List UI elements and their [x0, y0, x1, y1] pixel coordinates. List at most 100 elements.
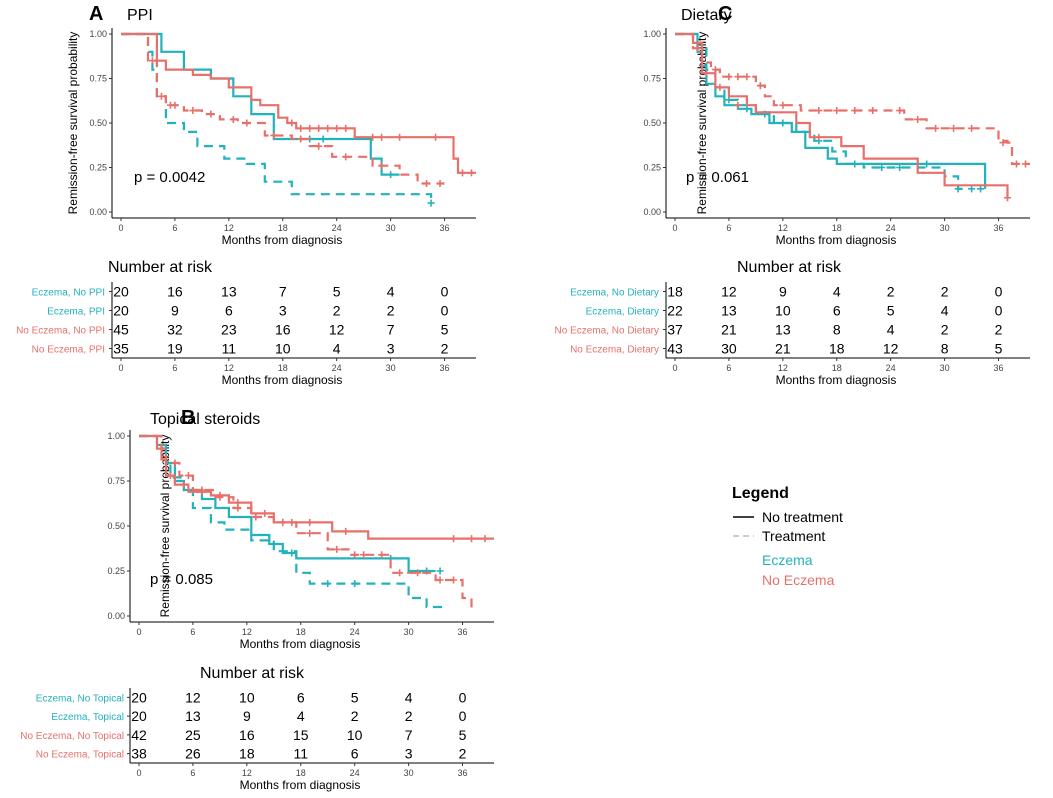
x-tick-label: 24 — [350, 627, 360, 637]
censor-mark — [279, 518, 287, 526]
censor-mark — [851, 160, 859, 168]
risk-value: 4 — [387, 284, 395, 300]
y-tick-label: 1.00 — [89, 29, 107, 39]
risk-value: 2 — [387, 303, 395, 319]
x-tick-label: 18 — [278, 223, 288, 233]
series-line-no-eczema-dashed — [121, 32, 445, 185]
risk-value: 21 — [775, 341, 791, 357]
risk-value: 2 — [405, 708, 413, 724]
censor-mark — [693, 44, 701, 52]
risk-x-tick-label: 12 — [224, 363, 234, 373]
risk-value: 2 — [351, 708, 359, 724]
series-line-no-eczema-dashed — [675, 32, 1030, 165]
censor-mark — [324, 124, 332, 132]
x-tick-label: 36 — [994, 223, 1004, 233]
censor-mark — [261, 509, 269, 517]
x-axis-title: Months from diagnosis — [240, 637, 361, 651]
risk-x-tick-label: 0 — [672, 363, 677, 373]
censor-mark — [450, 576, 458, 584]
risk-value: 12 — [721, 284, 737, 300]
censor-mark — [288, 549, 296, 557]
risk-value: 3 — [405, 746, 413, 762]
risk-x-tick-label: 30 — [404, 768, 414, 778]
risk-value: 32 — [167, 322, 183, 338]
censor-mark — [297, 135, 305, 143]
risk-value: 9 — [779, 284, 787, 300]
censor-mark — [252, 513, 260, 521]
risk-row-label: No Eczema, Dietary — [570, 345, 659, 356]
censor-mark — [869, 107, 877, 115]
censor-mark — [351, 580, 359, 588]
risk-x-tick-label: 18 — [832, 363, 842, 373]
risk-value: 19 — [167, 341, 183, 357]
y-tick-label: 0.75 — [643, 74, 661, 84]
risk-row-label: No Eczema, PPI — [32, 345, 105, 356]
risk-x-tick-label: 6 — [726, 363, 731, 373]
censor-mark — [324, 580, 332, 588]
x-axis-title: Months from diagnosis — [222, 233, 343, 247]
censor-mark — [157, 92, 165, 100]
censor-mark — [216, 493, 224, 501]
risk-value: 2 — [887, 284, 895, 300]
panel-title: Topical steroids — [150, 411, 260, 428]
risk-value: 26 — [185, 746, 201, 762]
risk-value: 18 — [239, 746, 255, 762]
risk-value: 2 — [941, 284, 949, 300]
x-tick-label: 0 — [672, 223, 677, 233]
censor-mark — [184, 472, 192, 480]
x-tick-label: 12 — [242, 627, 252, 637]
risk-value: 20 — [131, 689, 147, 705]
risk-value: 0 — [441, 303, 449, 319]
risk-value: 6 — [297, 689, 305, 705]
censor-mark — [234, 504, 242, 512]
x-tick-label: 6 — [726, 223, 731, 233]
number-at-risk-title: Number at risk — [737, 259, 842, 276]
legend-label: Treatment — [762, 528, 825, 544]
risk-value: 12 — [329, 322, 345, 338]
risk-value: 13 — [775, 322, 791, 338]
y-tick-label: 0.75 — [89, 74, 107, 84]
censor-mark — [756, 82, 764, 90]
risk-value: 10 — [275, 341, 291, 357]
x-tick-label: 30 — [386, 223, 396, 233]
x-tick-label: 6 — [190, 627, 195, 637]
risk-x-tick-label: 36 — [458, 768, 468, 778]
censor-mark — [306, 529, 314, 537]
risk-x-axis-title: Months from diagnosis — [222, 373, 343, 387]
risk-value: 7 — [405, 727, 413, 743]
censor-mark — [968, 124, 976, 132]
risk-value: 6 — [225, 303, 233, 319]
risk-x-tick-label: 0 — [118, 363, 123, 373]
x-tick-label: 6 — [172, 223, 177, 233]
risk-value: 2 — [941, 322, 949, 338]
censor-mark — [396, 569, 404, 577]
risk-value: 16 — [167, 284, 183, 300]
risk-value: 20 — [131, 708, 147, 724]
risk-value: 2 — [995, 322, 1003, 338]
p-value: p = 0.061 — [686, 169, 749, 186]
censor-mark — [1004, 194, 1012, 202]
censor-mark — [468, 535, 476, 543]
censor-mark — [306, 124, 314, 132]
panel-title: PPI — [127, 7, 153, 24]
risk-value: 30 — [721, 341, 737, 357]
censor-mark — [315, 142, 323, 150]
risk-row-label: Eczema, No Topical — [36, 693, 124, 704]
series-line-no-eczema-solid — [121, 32, 476, 174]
censor-mark — [360, 551, 368, 559]
risk-value: 16 — [275, 322, 291, 338]
legend-title: Legend — [732, 485, 789, 502]
risk-value: 10 — [347, 727, 363, 743]
panel-letter: B — [181, 407, 195, 429]
y-tick-label: 0.25 — [89, 163, 107, 173]
censor-mark — [306, 518, 314, 526]
risk-value: 0 — [459, 708, 467, 724]
risk-value: 12 — [185, 689, 201, 705]
risk-value: 13 — [221, 284, 237, 300]
censor-mark — [711, 66, 719, 74]
y-axis-title: Remission-free survival probability — [66, 32, 80, 215]
risk-row-label: Eczema, No Dietary — [570, 288, 659, 299]
censor-mark — [342, 153, 350, 161]
censor-mark — [432, 133, 440, 141]
censor-mark — [999, 139, 1007, 147]
